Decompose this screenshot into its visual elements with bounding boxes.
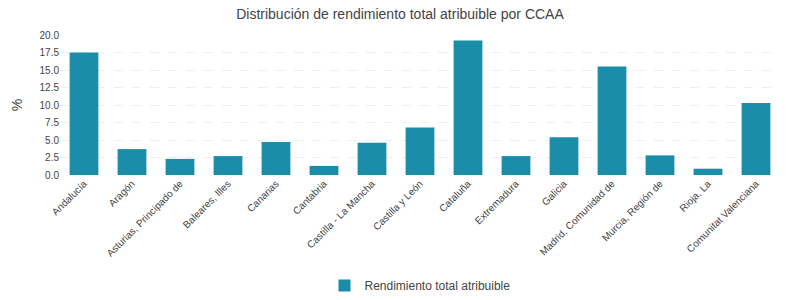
svg-text:20.0: 20.0	[40, 30, 60, 41]
svg-text:Castilla - La Mancha: Castilla - La Mancha	[305, 178, 378, 251]
svg-text:7.5: 7.5	[45, 117, 59, 128]
svg-text:Extremadura: Extremadura	[473, 178, 522, 227]
svg-text:Andalucía: Andalucía	[50, 178, 90, 218]
svg-text:0.0: 0.0	[45, 170, 59, 181]
svg-text:Rioja, La: Rioja, La	[677, 178, 713, 214]
svg-text:%: %	[9, 99, 25, 111]
svg-text:2.5: 2.5	[45, 152, 59, 163]
svg-text:Comunitat Valenciana: Comunitat Valenciana	[685, 178, 762, 255]
svg-text:Rendimiento total atribuible: Rendimiento total atribuible	[365, 279, 511, 293]
svg-text:Baleares, Illes: Baleares, Illes	[181, 178, 233, 230]
svg-text:12.5: 12.5	[40, 82, 60, 93]
svg-text:Cataluña: Cataluña	[437, 178, 473, 214]
svg-text:5.0: 5.0	[45, 135, 59, 146]
svg-text:Castilla y León: Castilla y León	[371, 178, 425, 232]
svg-text:Murcia, Región de: Murcia, Región de	[600, 178, 665, 243]
svg-text:Aragón: Aragón	[106, 178, 137, 209]
svg-text:15.0: 15.0	[40, 65, 60, 76]
svg-text:Madrid, Comunidad de: Madrid, Comunidad de	[538, 178, 618, 258]
svg-text:17.5: 17.5	[40, 47, 60, 58]
svg-text:Asturias, Principado de: Asturias, Principado de	[104, 178, 185, 259]
svg-text:Cantabria: Cantabria	[291, 178, 330, 217]
svg-text:Canarias: Canarias	[245, 178, 281, 214]
svg-text:10.0: 10.0	[40, 100, 60, 111]
svg-text:Distribución de rendimiento to: Distribución de rendimiento total atribu…	[236, 6, 564, 22]
svg-text:Galicia: Galicia	[540, 178, 570, 208]
